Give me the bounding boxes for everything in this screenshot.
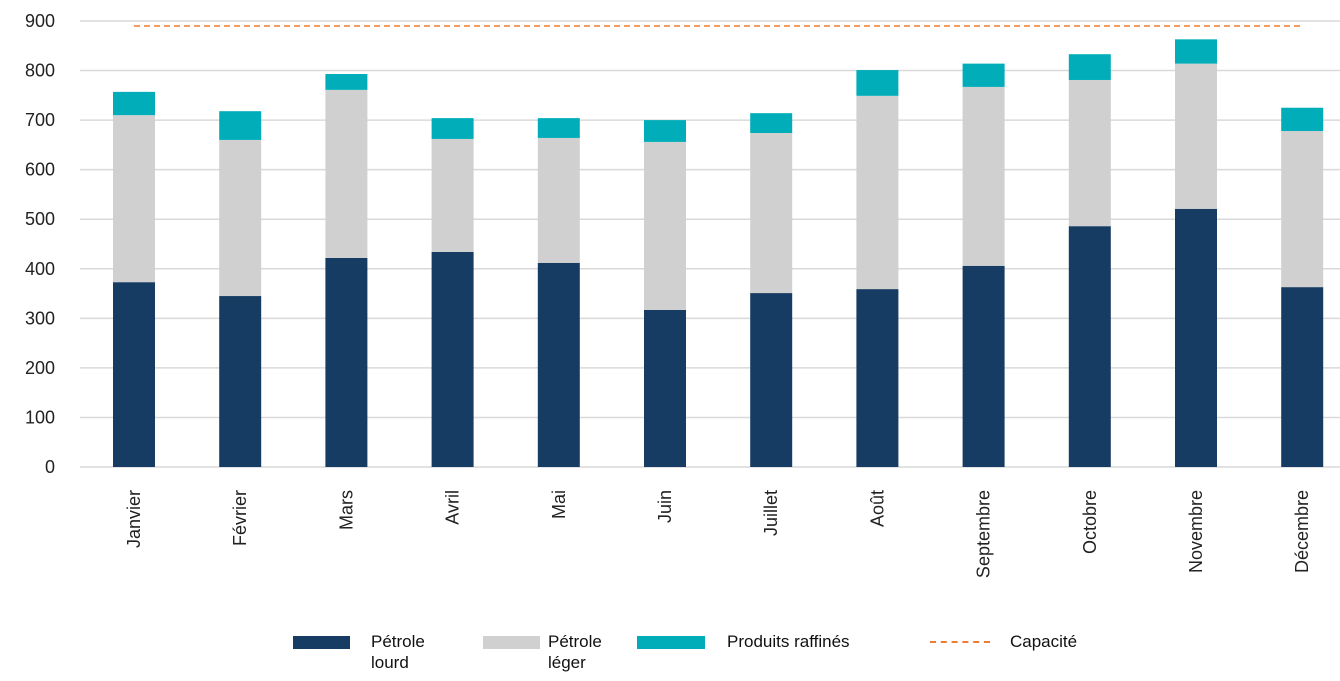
x-tick-label: Février [230, 490, 250, 546]
bar-segment [1175, 39, 1217, 64]
bar-segment [325, 257, 368, 467]
x-tick-label: Octobre [1080, 490, 1100, 554]
bar-segment [325, 74, 368, 90]
bar-segment [750, 132, 793, 294]
bar-segment [537, 118, 580, 138]
bar-segment [113, 115, 155, 283]
bar-segment [856, 70, 899, 96]
legend-label: Pétrole lourd [371, 632, 425, 672]
y-tick-label: 700 [25, 110, 55, 130]
bar-segment [1068, 54, 1111, 80]
bar-segment [1068, 226, 1111, 467]
y-tick-label: 800 [25, 61, 55, 81]
x-tick-label: Août [867, 490, 887, 527]
legend-swatch [930, 641, 990, 643]
y-tick-label: 600 [25, 160, 55, 180]
legend-label: Capacité [1010, 632, 1078, 651]
bar-segment [113, 91, 155, 116]
bar-segment [431, 251, 474, 467]
bar-segment [219, 111, 262, 140]
bar-segment [1175, 208, 1217, 467]
bar-segment [962, 63, 1005, 87]
bar-segment [537, 262, 580, 467]
x-tick-label: Juillet [761, 490, 781, 536]
bar-segment [1281, 131, 1324, 288]
x-tick-label: Avril [443, 490, 463, 525]
bar-segment [1175, 63, 1217, 209]
legend-swatch [637, 636, 705, 649]
bar-segment [113, 282, 155, 467]
bar-segment [1281, 287, 1324, 467]
y-tick-label: 200 [25, 358, 55, 378]
legend-label: Produits raffinés [727, 632, 850, 651]
legend-label: Pétrole léger [548, 632, 602, 672]
bar-segment [856, 95, 899, 290]
x-tick-label: Juin [655, 490, 675, 523]
x-tick-label: Septembre [974, 490, 994, 578]
bar-segment [219, 139, 262, 297]
bar-segment [750, 113, 793, 133]
bar-segment [962, 265, 1005, 467]
bar-segment [431, 138, 474, 252]
y-tick-label: 300 [25, 308, 55, 328]
bar-segment [325, 89, 368, 258]
y-tick-label: 400 [25, 259, 55, 279]
x-tick-label: Novembre [1186, 490, 1206, 573]
bar-segment [1068, 79, 1111, 227]
x-tick-label: Janvier [124, 490, 144, 548]
bar-segment [750, 293, 793, 467]
bar-segment [644, 309, 686, 467]
y-tick-label: 0 [45, 457, 55, 477]
y-tick-label: 100 [25, 407, 55, 427]
legend-swatch [483, 636, 540, 649]
x-tick-label: Décembre [1292, 490, 1312, 573]
bar-segment [431, 118, 474, 139]
y-tick-label: 500 [25, 209, 55, 229]
bar-segment [962, 86, 1005, 266]
legend-swatch [293, 636, 350, 649]
y-tick-label: 900 [25, 11, 55, 31]
bar-segment [219, 296, 262, 467]
bar-segment [856, 289, 899, 467]
bar-segment [644, 141, 686, 310]
bar-segment [1281, 107, 1324, 132]
x-tick-label: Mai [549, 490, 569, 519]
x-tick-label: Mars [336, 490, 356, 530]
bar-segment [644, 120, 686, 142]
bar-segment [537, 137, 580, 263]
